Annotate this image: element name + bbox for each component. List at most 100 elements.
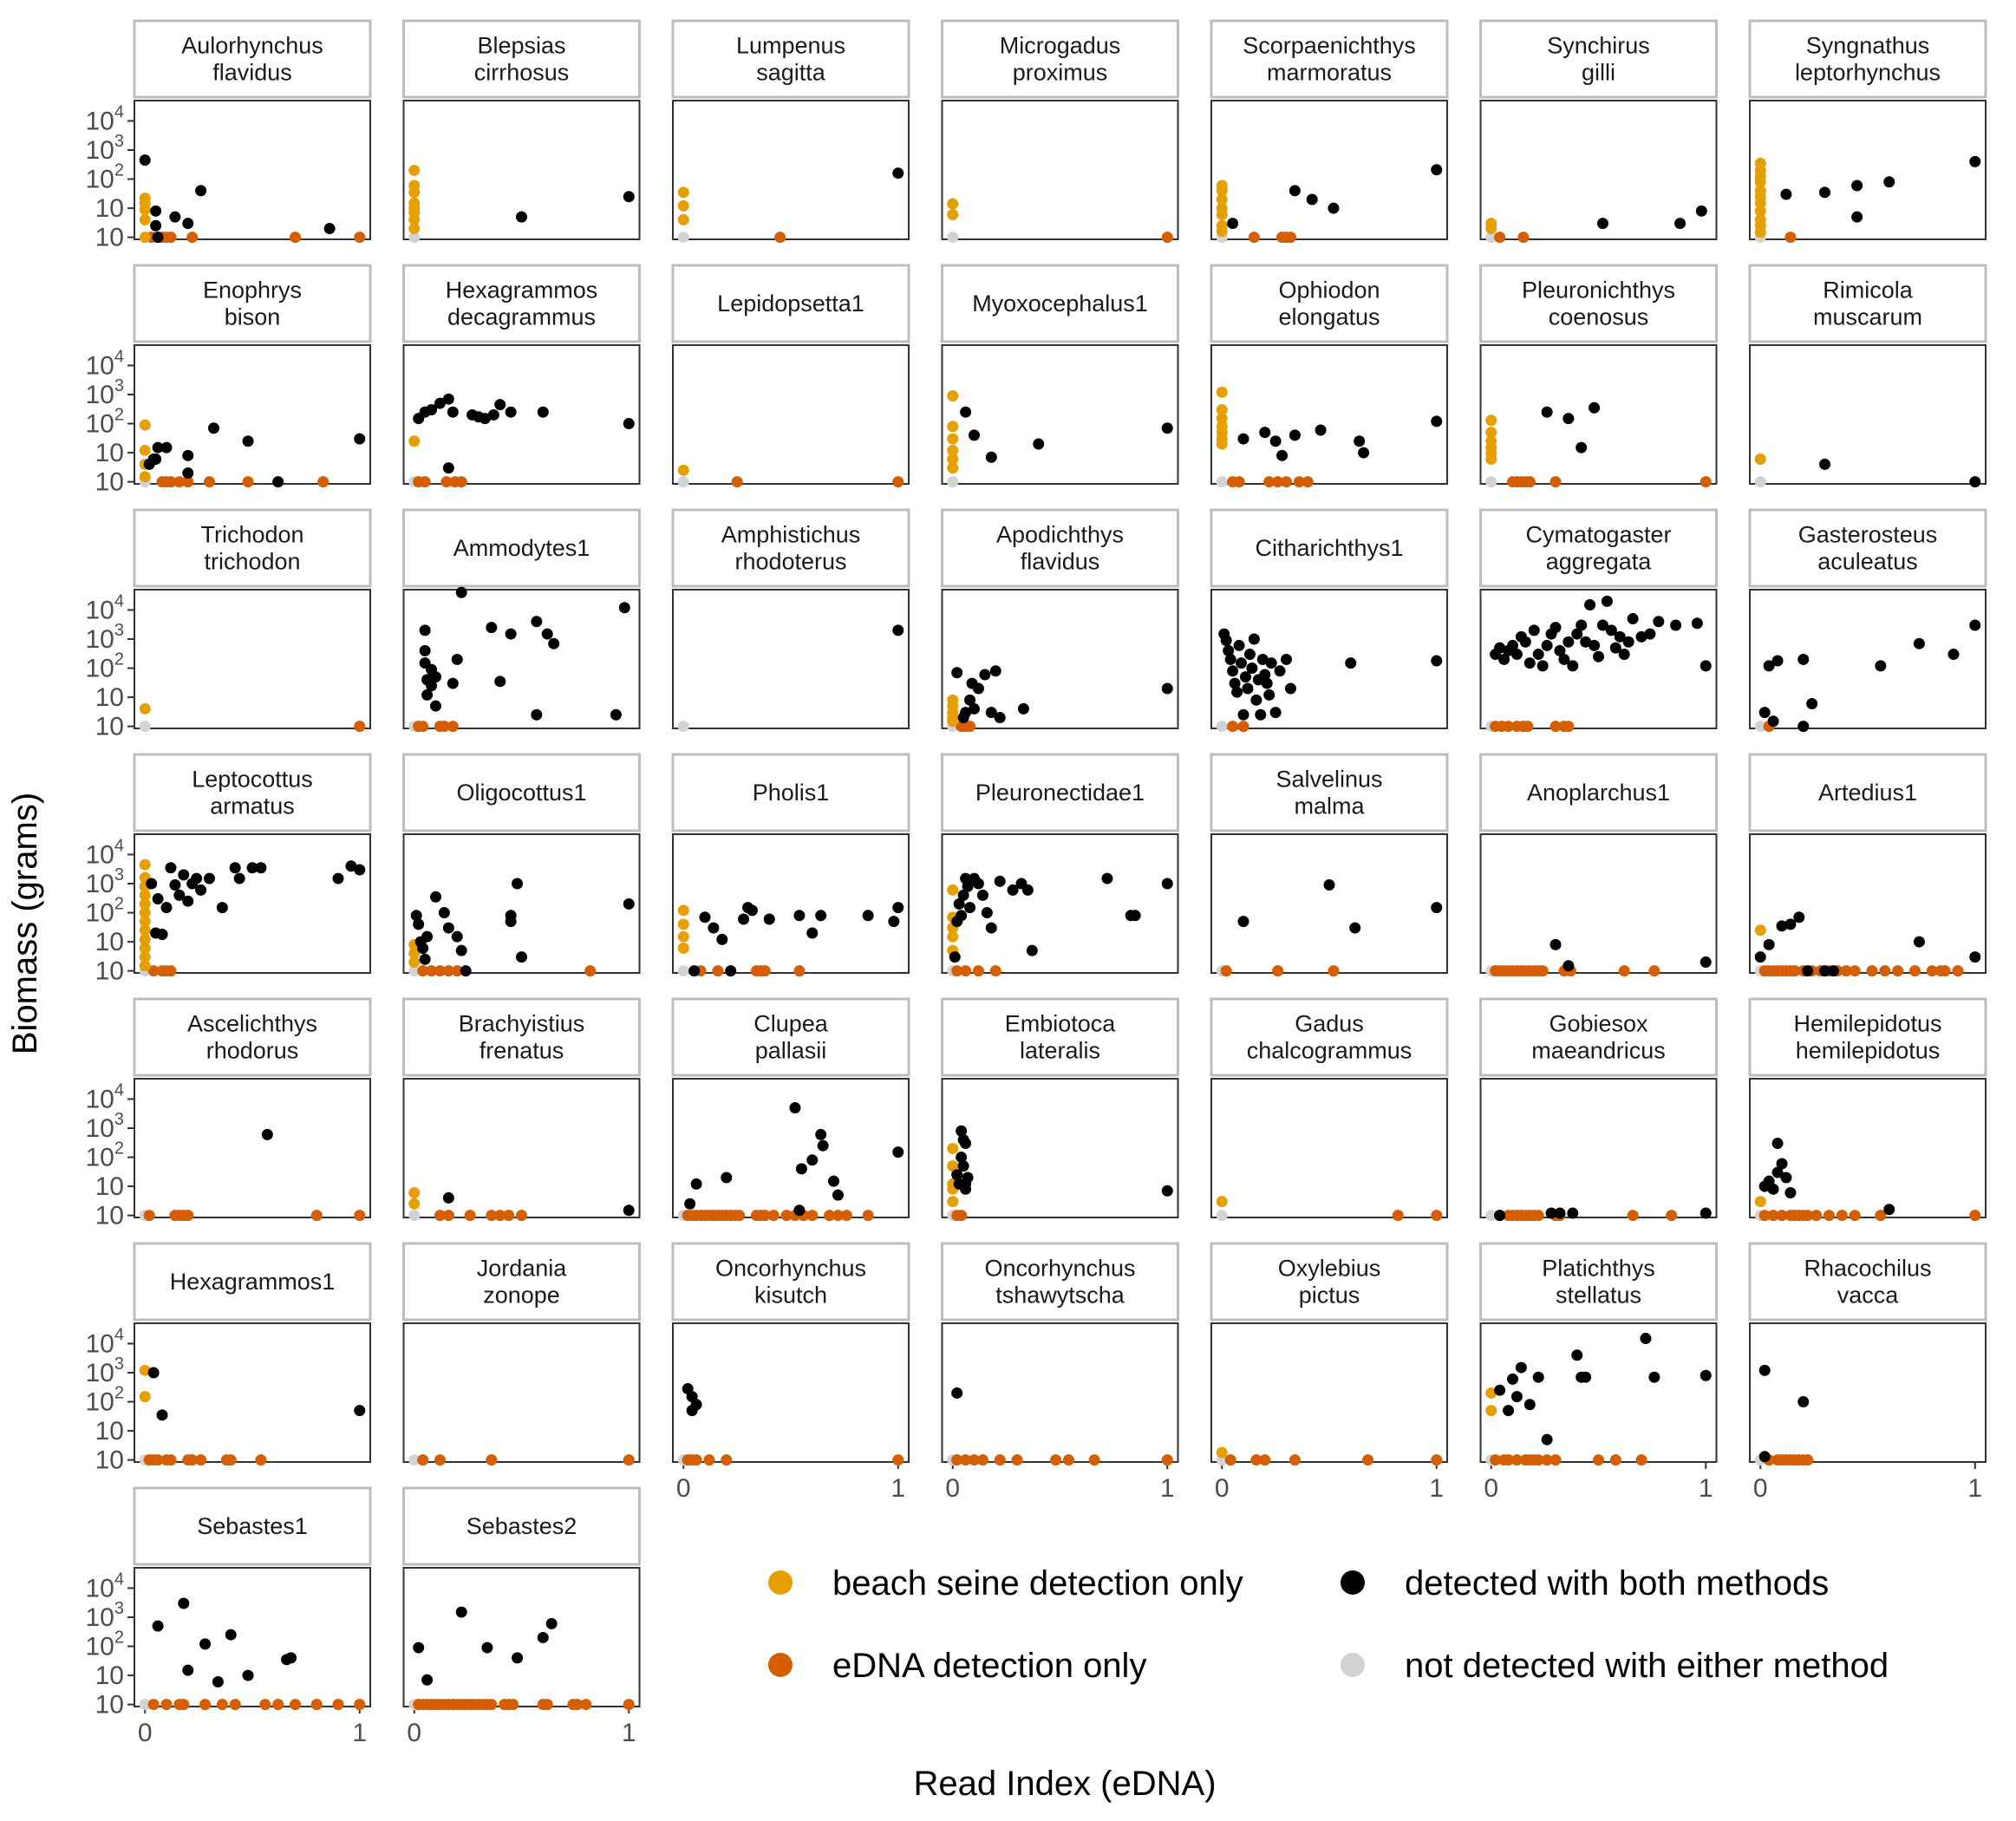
data-point-both xyxy=(1584,599,1596,611)
data-point-edna xyxy=(1700,476,1712,488)
data-point-both xyxy=(182,467,194,480)
data-point-both xyxy=(1237,708,1249,721)
data-point-edna xyxy=(354,1210,366,1222)
data-point-both xyxy=(738,913,750,925)
panel-border xyxy=(134,344,371,485)
data-point-both xyxy=(1349,922,1361,934)
data-point-seine xyxy=(139,1364,151,1376)
data-point-both xyxy=(1328,202,1340,214)
facet-strip-label: Blepsias xyxy=(477,33,565,59)
facet-strip-label: Enophrys xyxy=(203,277,302,304)
data-point-both xyxy=(242,435,254,447)
y-tick-label: 102 xyxy=(86,1384,125,1417)
data-point-both xyxy=(354,1405,366,1417)
data-point-both xyxy=(708,922,720,934)
data-point-seine xyxy=(408,1187,421,1199)
data-point-edna xyxy=(759,965,771,977)
data-point-both xyxy=(1550,938,1562,950)
facet-strip xyxy=(671,508,910,588)
data-point-both xyxy=(1161,1185,1173,1197)
data-point-seine xyxy=(408,164,421,176)
data-point-edna xyxy=(1503,721,1515,733)
data-point-edna xyxy=(956,1210,968,1222)
data-point-edna xyxy=(290,232,302,244)
data-point-both xyxy=(272,476,284,488)
facet-strip xyxy=(1210,1242,1449,1322)
data-point-edna xyxy=(1532,1454,1544,1466)
data-point-none xyxy=(408,1210,421,1222)
data-point-both xyxy=(1276,449,1289,461)
facet-panel: Ammodytes1 xyxy=(402,508,641,733)
data-point-edna xyxy=(199,1699,212,1711)
data-point-both xyxy=(169,879,181,891)
facet-strip-label: Microgadus xyxy=(1000,33,1121,59)
data-point-edna xyxy=(1550,721,1562,733)
data-point-seine xyxy=(1485,1387,1497,1399)
data-point-both xyxy=(1532,1371,1544,1383)
facet-strip-label: decagrammus xyxy=(447,304,596,330)
data-point-both xyxy=(438,907,450,919)
data-point-seine xyxy=(947,694,959,706)
data-point-edna xyxy=(1926,965,1938,977)
data-point-edna xyxy=(486,1699,498,1711)
data-point-seine xyxy=(1485,218,1497,230)
data-point-seine xyxy=(139,419,151,431)
data-point-seine xyxy=(677,213,689,225)
y-tick-label: 102 xyxy=(86,1628,125,1661)
data-point-edna xyxy=(1648,965,1660,977)
data-point-both xyxy=(442,922,454,934)
data-point-both xyxy=(1571,1349,1583,1361)
data-point-both xyxy=(1576,619,1588,631)
facet-strip-label: malma xyxy=(1294,793,1365,819)
facet-strip xyxy=(402,264,641,343)
panel-border xyxy=(1210,1078,1448,1218)
data-point-edna xyxy=(1220,965,1232,977)
data-point-both xyxy=(793,1204,806,1217)
data-point-both xyxy=(1605,624,1617,636)
data-point-both xyxy=(1818,186,1830,199)
data-point-edna xyxy=(1224,1454,1236,1466)
data-point-both xyxy=(156,1409,168,1421)
data-point-both xyxy=(1648,1371,1660,1383)
data-point-both xyxy=(1306,193,1318,206)
data-point-edna xyxy=(426,965,438,977)
data-point-edna xyxy=(1510,1454,1523,1466)
data-point-both xyxy=(949,951,961,963)
data-point-both xyxy=(447,677,459,689)
facet-strip xyxy=(671,997,910,1077)
data-point-seine xyxy=(1216,404,1228,416)
data-point-both xyxy=(1580,636,1592,648)
data-point-both xyxy=(1541,406,1553,418)
data-point-seine xyxy=(677,930,689,943)
data-point-both xyxy=(1494,1210,1506,1222)
data-point-both xyxy=(1776,920,1788,932)
data-point-both xyxy=(994,875,1006,887)
data-point-both xyxy=(688,965,701,977)
panel-border xyxy=(1210,100,1448,240)
data-point-edna xyxy=(994,1454,1006,1466)
data-point-both xyxy=(623,418,635,430)
data-point-seine xyxy=(408,179,421,192)
facet-strip xyxy=(1210,753,1449,832)
facet-strip-label: Jordania xyxy=(477,1256,568,1282)
data-point-both xyxy=(964,902,976,914)
data-point-both xyxy=(207,422,219,434)
data-point-both xyxy=(1806,698,1818,710)
panel-border xyxy=(402,833,641,974)
data-point-both xyxy=(152,441,164,454)
data-point-seine xyxy=(1485,435,1497,447)
data-point-edna xyxy=(419,476,431,488)
data-point-both xyxy=(1763,938,1775,950)
data-point-both xyxy=(255,862,267,874)
y-tick-label: 10 xyxy=(95,224,124,252)
data-point-both xyxy=(229,862,241,874)
panel-border xyxy=(1479,833,1718,974)
data-point-both xyxy=(1545,1207,1557,1219)
data-point-both xyxy=(1700,660,1712,672)
data-point-none xyxy=(408,965,421,977)
data-point-edna xyxy=(824,1210,836,1222)
data-point-both xyxy=(1224,653,1236,665)
